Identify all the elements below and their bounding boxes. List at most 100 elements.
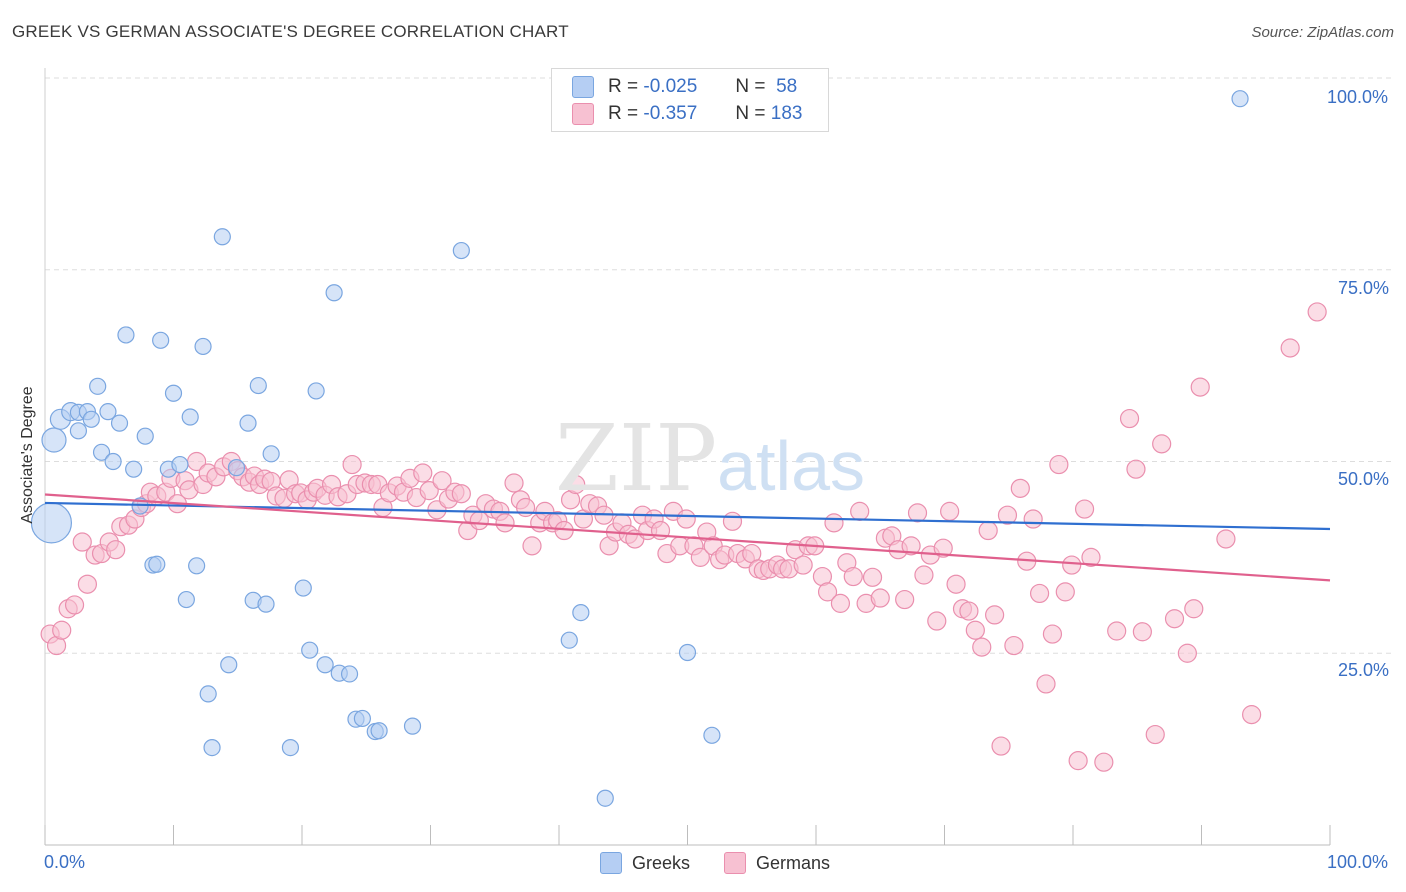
germans-point	[870, 588, 890, 608]
germans-point	[72, 532, 92, 552]
germans-point	[895, 589, 915, 610]
germans-point	[522, 536, 542, 556]
germans-point	[1307, 302, 1327, 322]
germans-point	[862, 567, 883, 587]
greeks-point	[678, 643, 697, 662]
germans-point	[1042, 624, 1063, 644]
greeks-r-value: -0.025	[643, 76, 698, 97]
series-legend: Greeks Germans	[600, 852, 864, 874]
germans-point	[1145, 724, 1165, 745]
germans-n-value: 183	[770, 103, 803, 124]
greeks-point	[301, 641, 319, 659]
germans-point	[1242, 705, 1262, 725]
greeks-point	[92, 443, 111, 461]
greeks-point	[99, 403, 117, 421]
germans-point	[419, 481, 439, 501]
legend-row-germans: R = -0.357 N = 183	[572, 102, 802, 126]
y-axis-label: Associate's Degree	[19, 386, 36, 524]
greeks-legend-swatch	[600, 852, 622, 874]
germans-point	[77, 574, 98, 594]
x-tick-label-min: 0.0%	[44, 852, 86, 872]
germans-point	[451, 484, 471, 504]
germans-point	[566, 474, 586, 495]
y-tick-label-25: 25.0%	[1338, 660, 1390, 680]
greeks-point	[199, 685, 217, 703]
germans-point	[432, 471, 452, 491]
greeks-point	[220, 656, 238, 674]
germans-point	[1280, 338, 1300, 358]
germans-point	[946, 574, 966, 594]
germans-point	[1184, 599, 1204, 619]
greeks-point	[41, 427, 67, 453]
legend-item-greeks[interactable]: Greeks	[600, 852, 690, 874]
greeks-point	[188, 557, 206, 575]
germans-legend-label: Germans	[756, 852, 831, 873]
germans-point	[914, 565, 934, 585]
greeks-point	[30, 502, 73, 544]
germans-point	[843, 566, 863, 587]
greeks-point	[203, 738, 221, 757]
germans-point	[495, 513, 515, 533]
greeks-point	[353, 709, 371, 728]
germans-r-value: -0.357	[643, 103, 698, 124]
greeks-point	[89, 377, 107, 395]
germans-point	[991, 736, 1011, 756]
germans-point	[959, 601, 979, 621]
germans-point	[1074, 499, 1095, 519]
germans-point	[965, 620, 985, 640]
germans-point	[1062, 555, 1082, 575]
germans-point	[722, 511, 743, 531]
greeks-point	[213, 228, 231, 246]
greeks-point	[239, 414, 257, 432]
germans-point	[927, 611, 947, 631]
germans-point	[1190, 377, 1210, 397]
greeks-point	[181, 408, 199, 426]
germans-point	[1081, 547, 1101, 567]
greeks-point	[249, 376, 267, 395]
greeks-point	[452, 241, 470, 260]
greeks-point	[403, 717, 422, 735]
germans-point	[824, 513, 844, 533]
axes	[44, 68, 1331, 846]
y-tick-label-100: 100.0%	[1327, 87, 1389, 107]
germans-point	[1152, 434, 1172, 454]
greeks-point	[307, 382, 325, 400]
greeks-point	[104, 452, 122, 471]
greeks-n-value: 58	[776, 76, 798, 97]
greeks-point	[262, 445, 280, 463]
germans-point	[1132, 622, 1152, 642]
germans-point	[1036, 674, 1056, 694]
germans-legend-swatch	[724, 852, 747, 874]
germans-point	[690, 547, 710, 567]
germans-point	[933, 538, 953, 558]
greeks-point	[82, 410, 100, 428]
chart-title: GREEK VS GERMAN ASSOCIATE'S DEGREE CORRE…	[12, 22, 569, 41]
greeks-point	[316, 656, 334, 674]
germans-point	[64, 595, 85, 615]
germans-point	[1068, 751, 1088, 771]
germans-point	[504, 473, 524, 493]
germans-point	[1094, 752, 1114, 772]
greeks-point	[136, 427, 154, 445]
greeks-point	[164, 384, 183, 402]
germans-point	[1004, 635, 1024, 656]
germans-point	[978, 520, 998, 541]
greeks-point	[110, 414, 129, 432]
greeks-point	[370, 722, 388, 740]
x-tick-label-max: 100.0%	[1327, 852, 1389, 872]
germans-point	[793, 555, 813, 575]
germans-n-label: N =	[735, 103, 766, 124]
greeks-point	[69, 422, 88, 440]
germans-point	[830, 593, 851, 613]
legend-item-germans[interactable]: Germans	[724, 852, 830, 874]
germans-point	[907, 503, 928, 523]
greeks-point	[340, 665, 359, 683]
germans-point	[940, 501, 960, 521]
germans-point	[1216, 529, 1236, 549]
source-label: Source: ZipAtlas.com	[1251, 24, 1394, 41]
watermark-atlas: atlas	[717, 427, 866, 505]
greeks-point	[152, 331, 170, 349]
germans-point	[1023, 509, 1043, 529]
germans-point	[817, 582, 838, 602]
